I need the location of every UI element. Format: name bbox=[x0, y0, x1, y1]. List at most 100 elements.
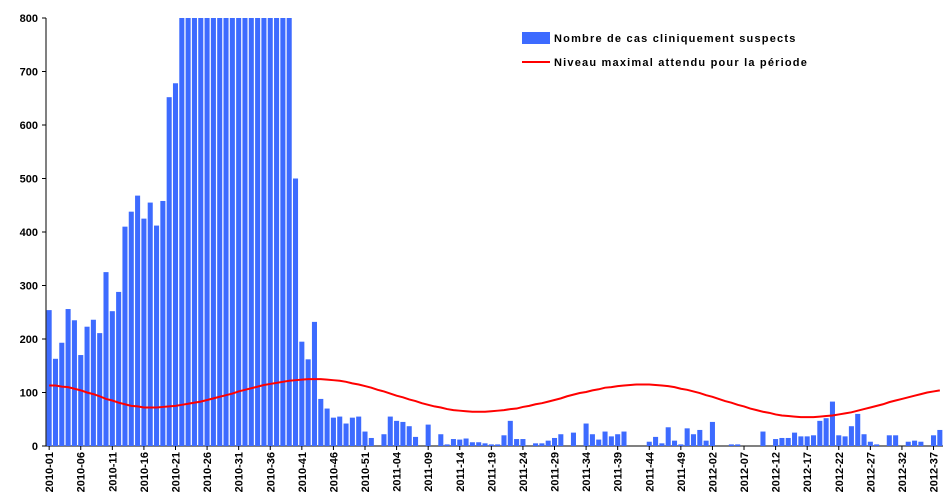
bar bbox=[488, 444, 494, 446]
bar bbox=[659, 443, 665, 446]
bar bbox=[842, 436, 848, 446]
bar bbox=[78, 355, 84, 446]
bar bbox=[97, 333, 103, 446]
bar bbox=[684, 428, 690, 446]
bar bbox=[311, 321, 317, 446]
bar bbox=[109, 311, 115, 446]
bar bbox=[52, 358, 59, 446]
x-tick-label: 2010-26 bbox=[202, 452, 214, 492]
x-tick-label: 2011-19 bbox=[486, 452, 498, 492]
y-tick-label: 100 bbox=[20, 388, 38, 400]
bar bbox=[893, 435, 899, 446]
bar bbox=[381, 434, 387, 446]
bar bbox=[861, 434, 867, 446]
bar bbox=[400, 421, 406, 446]
bar bbox=[735, 444, 741, 446]
bar bbox=[154, 225, 160, 446]
bar bbox=[349, 417, 355, 446]
bar bbox=[210, 18, 216, 446]
bar bbox=[495, 444, 501, 446]
bar bbox=[387, 416, 393, 446]
bar bbox=[90, 319, 96, 446]
bar bbox=[160, 200, 166, 446]
bar bbox=[533, 443, 539, 446]
x-tick-label: 2011-14 bbox=[455, 451, 467, 492]
bar bbox=[191, 18, 197, 446]
bar bbox=[798, 436, 804, 446]
bar bbox=[179, 18, 185, 446]
bar bbox=[236, 18, 242, 446]
bar bbox=[280, 18, 286, 446]
bar bbox=[608, 436, 614, 446]
legend-label: Nombre de cas cliniquement suspects bbox=[554, 33, 797, 45]
y-tick-label: 400 bbox=[20, 227, 38, 239]
x-tick-label: 2010-36 bbox=[265, 452, 277, 492]
bar bbox=[558, 434, 564, 446]
bar bbox=[286, 18, 292, 446]
bar bbox=[589, 434, 595, 446]
line bbox=[49, 378, 941, 419]
bar bbox=[223, 18, 229, 446]
bar bbox=[912, 440, 918, 446]
x-tick-label: 2012-02 bbox=[707, 452, 719, 492]
bar bbox=[103, 272, 109, 446]
bar bbox=[330, 417, 336, 446]
bar bbox=[779, 437, 785, 446]
bar bbox=[709, 421, 715, 446]
bar bbox=[318, 398, 324, 446]
bar bbox=[292, 178, 299, 446]
bar bbox=[539, 443, 545, 446]
bar bbox=[823, 418, 829, 446]
bar bbox=[690, 434, 697, 446]
bar bbox=[394, 420, 400, 446]
x-tick-label: 2011-04 bbox=[392, 451, 404, 492]
bar bbox=[267, 18, 273, 446]
bar bbox=[615, 434, 621, 446]
bar bbox=[672, 440, 678, 446]
bar bbox=[204, 18, 210, 446]
bar bbox=[855, 413, 861, 446]
y-tick-label: 600 bbox=[20, 120, 38, 132]
bar bbox=[217, 18, 223, 446]
bar bbox=[937, 429, 943, 446]
bar bbox=[406, 426, 412, 446]
bar bbox=[324, 408, 330, 446]
bar bbox=[65, 309, 71, 446]
bar bbox=[867, 441, 873, 446]
bar bbox=[166, 97, 172, 446]
bar bbox=[728, 444, 734, 446]
x-tick-label: 2010-11 bbox=[107, 452, 119, 492]
bar bbox=[242, 18, 248, 446]
bar bbox=[362, 431, 368, 446]
bar bbox=[905, 441, 911, 446]
bar bbox=[697, 429, 703, 446]
bar bbox=[469, 442, 475, 446]
bar bbox=[305, 359, 311, 446]
bar bbox=[653, 436, 659, 446]
x-tick-label: 2010-46 bbox=[328, 452, 340, 492]
bar bbox=[368, 437, 374, 446]
bar bbox=[116, 291, 122, 446]
bar bbox=[520, 439, 526, 446]
x-tick-label: 2012-17 bbox=[802, 452, 814, 492]
y-tick-label: 800 bbox=[20, 13, 38, 25]
bar bbox=[501, 435, 507, 446]
x-tick-label: 2011-09 bbox=[423, 452, 435, 492]
x-tick-label: 2012-37 bbox=[929, 452, 941, 492]
bar bbox=[438, 434, 444, 446]
y-tick-label: 300 bbox=[20, 281, 38, 293]
x-tick-label: 2012-12 bbox=[771, 452, 783, 492]
bar bbox=[596, 439, 602, 446]
x-tick-label: 2012-07 bbox=[739, 452, 751, 492]
bar bbox=[703, 440, 709, 446]
bar bbox=[84, 326, 90, 446]
x-tick-label: 2010-51 bbox=[360, 452, 372, 492]
bar bbox=[46, 310, 52, 446]
bar bbox=[678, 444, 684, 446]
x-tick-label: 2010-01 bbox=[44, 452, 56, 492]
bar bbox=[810, 435, 817, 446]
legend-swatch bbox=[522, 32, 550, 44]
y-tick-label: 200 bbox=[20, 334, 38, 346]
bar bbox=[343, 423, 349, 446]
